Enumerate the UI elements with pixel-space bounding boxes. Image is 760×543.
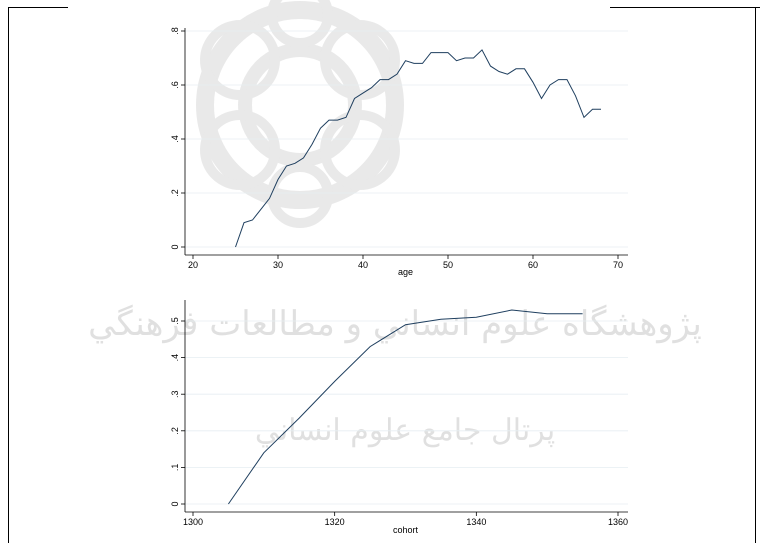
x-tick-label: 60 xyxy=(528,260,538,270)
x-axis-title: age xyxy=(398,267,413,277)
chart-age: 0 .2 .4 .6 .8 20 30 40 50 60 70 age xyxy=(170,27,628,277)
chart-cohort: 0 .1 .2 .3 .4 .5 1300 1320 1340 1360 cohort xyxy=(170,300,628,535)
y-tick-label: .5 xyxy=(170,317,180,325)
frame-border-top-left xyxy=(8,7,68,8)
x-tick-label: 30 xyxy=(273,260,283,270)
x-tick-label: 1340 xyxy=(466,517,486,527)
frame-border-left xyxy=(8,7,9,543)
y-tick-label: .4 xyxy=(170,135,180,143)
x-tick-label: 20 xyxy=(188,260,198,270)
x-tick-label: 1320 xyxy=(325,517,345,527)
x-axis-title: cohort xyxy=(393,525,419,535)
y-tick-label: .4 xyxy=(170,354,180,362)
y-tick-label: .2 xyxy=(170,189,180,197)
x-tick-label: 40 xyxy=(358,260,368,270)
y-tick-label: .1 xyxy=(170,464,180,472)
y-tick-label: 0 xyxy=(170,244,180,249)
x-tick-label: 1300 xyxy=(183,517,203,527)
y-tick-label: 0 xyxy=(170,501,180,506)
frame-border-top-right xyxy=(610,7,760,8)
x-tick-label: 50 xyxy=(443,260,453,270)
series-line xyxy=(227,309,583,505)
watermark-logo xyxy=(196,0,404,228)
y-tick-label: .8 xyxy=(170,27,180,35)
x-tick-label: 1360 xyxy=(608,517,628,527)
y-tick-label: .3 xyxy=(170,390,180,398)
frame-border-right xyxy=(755,7,756,543)
y-tick-label: .2 xyxy=(170,427,180,435)
y-tick-label: .6 xyxy=(170,81,180,89)
x-tick-label: 70 xyxy=(613,260,623,270)
watermark-text-line1: ﭘﮋﻭﻫﺸﮕﺎﻩ ﻋﻠﻮﻡ ﺍﻧﺴﺎﻧﻲ ﻭ ﻣﻄﺎﻟﻌﺎﺕ ﻓﺮﻫﻨﮕﻲ xyxy=(88,304,702,344)
series-line xyxy=(235,49,601,248)
